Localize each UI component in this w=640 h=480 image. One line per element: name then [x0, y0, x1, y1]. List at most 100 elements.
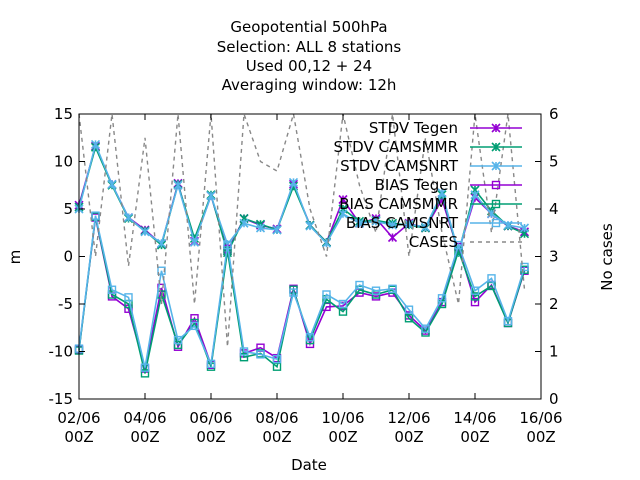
- data-point: [437, 294, 447, 303]
- legend-label: STDV CAMSNRT: [340, 157, 459, 175]
- x-tick-label-date: 04/06: [123, 409, 166, 427]
- x-tick-label-date: 16/06: [519, 409, 562, 427]
- y-tick-label: -5: [58, 295, 73, 313]
- x-tick-label-date: 06/06: [189, 409, 232, 427]
- x-tick-label-time: 00Z: [460, 428, 489, 446]
- legend-label: CASES: [409, 233, 458, 251]
- data-point: [404, 314, 414, 323]
- x-tick-label-time: 00Z: [526, 428, 555, 446]
- data-point: [437, 188, 447, 198]
- data-point: [156, 238, 167, 248]
- y-tick-label: 5: [63, 200, 73, 218]
- data-point: [123, 212, 134, 223]
- y2-axis: 6 5 4 3 2 1 0: [535, 105, 559, 408]
- y-tick-label: -15: [49, 390, 74, 408]
- data-point: [206, 359, 216, 369]
- data-point: [107, 179, 117, 189]
- series-cases: [78, 113, 526, 347]
- series-line: [78, 215, 526, 368]
- title-line-3: Used 00,12 + 24: [246, 57, 372, 75]
- legend-marker: [491, 199, 501, 209]
- x-tick-label-date: 14/06: [453, 409, 496, 427]
- data-point: [255, 223, 266, 233]
- legend-label: BIAS CAMSNRT: [346, 214, 459, 232]
- data-point: [305, 221, 315, 231]
- data-point: [206, 191, 216, 201]
- series-bias-camsmmr: [74, 212, 529, 378]
- x-tick-label-time: 00Z: [64, 428, 93, 446]
- legend-marker: [491, 218, 501, 228]
- x-tick-label-time: 00Z: [196, 428, 225, 446]
- y2-tick-label: 2: [549, 295, 559, 313]
- x-tick-label-date: 08/06: [255, 409, 298, 427]
- series-bias-camsnrt: [74, 211, 529, 372]
- y-axis: 15 10 5 0 -5 -10 -15: [49, 105, 85, 408]
- data-point: [289, 288, 298, 297]
- data-point: [338, 299, 348, 309]
- x-tick-label-date: 12/06: [387, 409, 430, 427]
- series-stdv-tegen: [74, 141, 530, 257]
- data-point: [354, 218, 365, 228]
- data-point: [223, 240, 232, 250]
- legend-marker: [491, 123, 501, 133]
- y-axis-label: m: [6, 250, 24, 265]
- data-point: [173, 340, 183, 350]
- legend-label: BIAS CAMSMMR: [339, 195, 458, 213]
- data-point: [140, 227, 150, 237]
- y2-tick-label: 5: [549, 153, 559, 171]
- y2-tick-label: 4: [549, 200, 559, 218]
- x-tick-label-time: 00Z: [328, 428, 357, 446]
- series-stdv-camsmmr: [74, 142, 530, 258]
- data-point: [387, 232, 398, 243]
- data-point: [338, 194, 348, 205]
- data-point: [355, 280, 364, 290]
- data-point: [404, 305, 414, 314]
- data-point: [321, 238, 332, 248]
- data-point: [189, 237, 200, 247]
- data-point: [239, 347, 249, 356]
- data-point: [190, 321, 199, 331]
- data-point: [454, 240, 463, 250]
- y2-tick-label: 6: [549, 105, 559, 123]
- data-point: [371, 286, 381, 295]
- legend-marker: [491, 161, 501, 171]
- y-tick-label: -10: [49, 343, 74, 361]
- series-line: [78, 141, 525, 255]
- data-point: [288, 177, 299, 187]
- legend-marker: [491, 180, 501, 190]
- x-tick-label-time: 00Z: [130, 428, 159, 446]
- data-point: [239, 218, 249, 228]
- title-line-4: Averaging window: 12h: [222, 76, 397, 94]
- data-point: [388, 284, 397, 293]
- y-tick-label: 0: [63, 248, 73, 266]
- x-tick-label-time: 00Z: [262, 428, 291, 446]
- data-point: [520, 262, 529, 272]
- data-point: [272, 354, 282, 364]
- x-tick-label-time: 00Z: [394, 428, 423, 446]
- data-point: [338, 209, 348, 219]
- x-axis: 02/0600Z04/0600Z06/0600Z08/0600Z10/0600Z…: [57, 114, 563, 446]
- data-point: [421, 324, 430, 333]
- data-point: [387, 220, 398, 230]
- data-point: [272, 225, 282, 235]
- data-point: [470, 190, 480, 200]
- series-line: [78, 113, 526, 347]
- data-point: [322, 290, 331, 299]
- data-point: [470, 286, 480, 295]
- data-point: [239, 353, 249, 362]
- title-line-1: Geopotential 500hPa: [230, 18, 387, 36]
- data-point: [256, 350, 265, 359]
- legend-label: STDV Tegen: [369, 119, 458, 137]
- y2-tick-label: 1: [549, 343, 559, 361]
- x-tick-label-date: 10/06: [321, 409, 364, 427]
- series-layer: [74, 113, 530, 378]
- x-tick-label-date: 02/06: [57, 409, 100, 427]
- data-point: [107, 290, 117, 299]
- title-line-2: Selection: ALL 8 stations: [217, 38, 402, 56]
- y2-tick-label: 0: [549, 390, 559, 408]
- data-point: [305, 333, 315, 342]
- data-point: [404, 219, 414, 229]
- x-axis-label: Date: [291, 456, 327, 474]
- y2-axis-label: No cases: [598, 223, 616, 291]
